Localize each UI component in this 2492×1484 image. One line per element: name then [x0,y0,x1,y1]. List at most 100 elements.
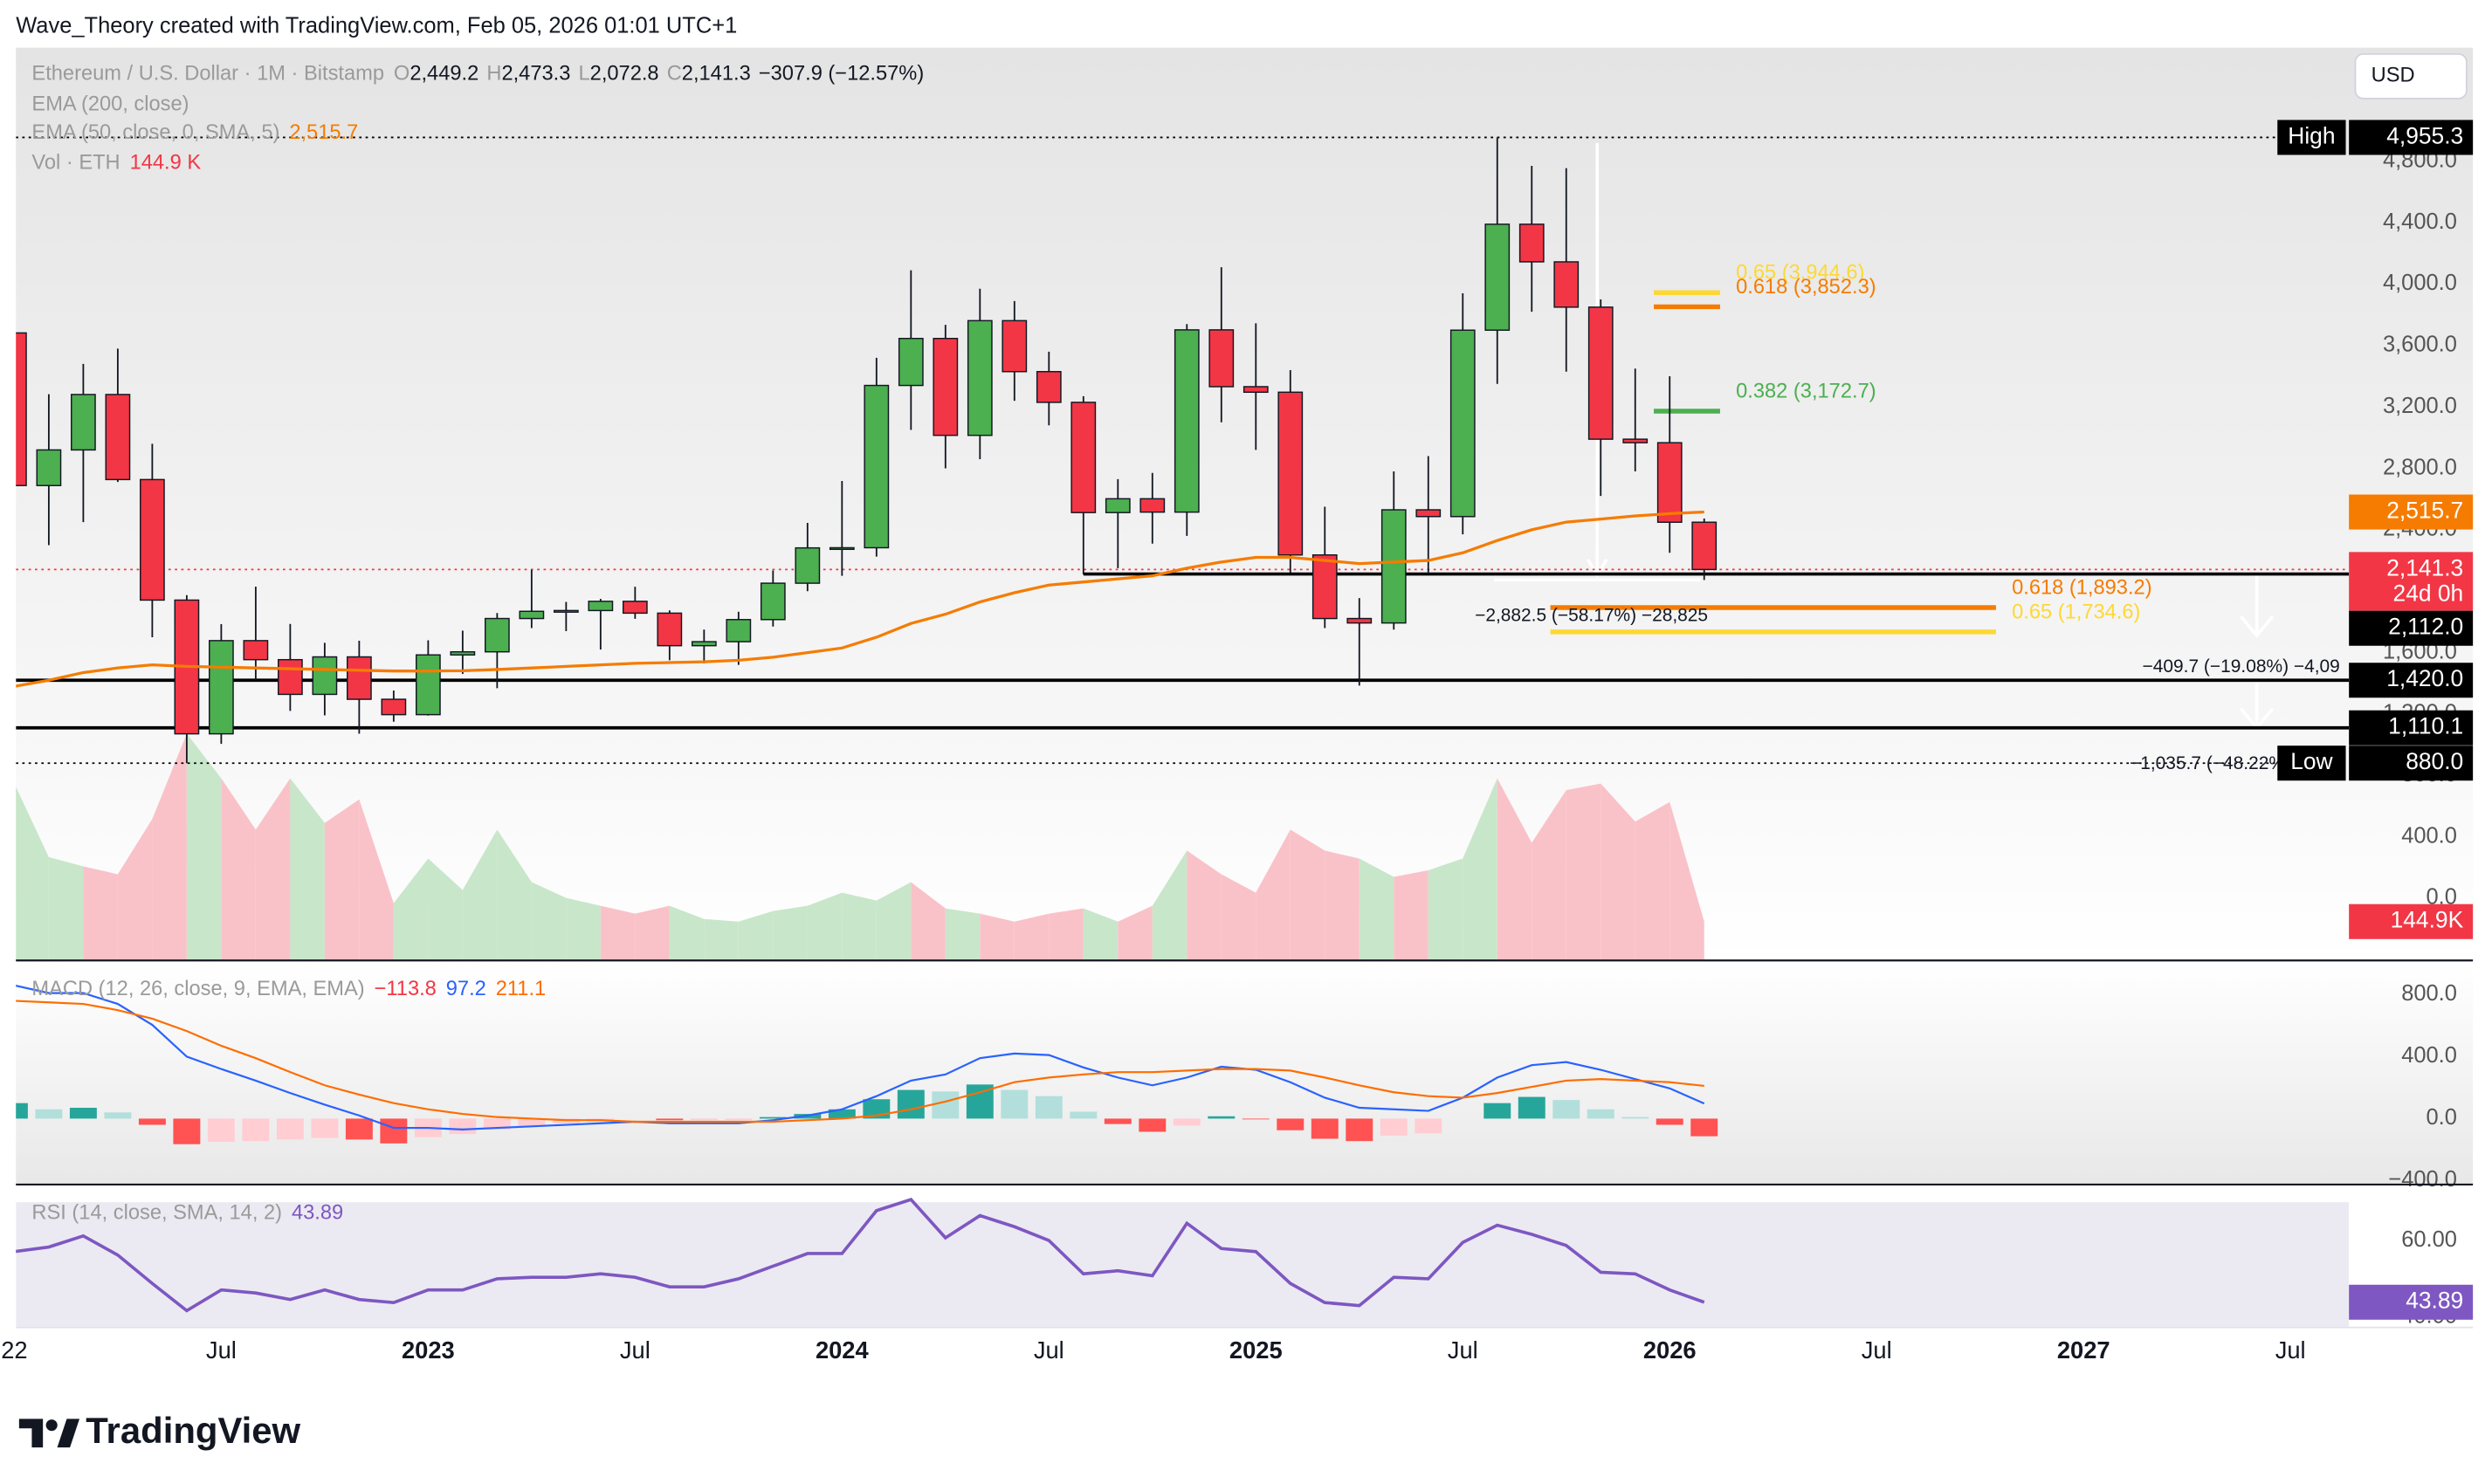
price-label-box [2349,120,2474,155]
currency-button-bg[interactable] [2354,52,2468,100]
price-tag: High [2288,122,2335,148]
macd-histogram-bar [1621,1116,1649,1119]
volume-area [635,905,670,960]
candle-body [760,582,786,621]
candle-body [1105,498,1131,513]
countdown-label: 24d 0h [2393,580,2464,606]
x-tick-label: 2024 [816,1336,870,1364]
vol-name: Vol · ETH [31,152,120,175]
candle-body [1415,509,1442,518]
candle-body [657,612,683,647]
ohlc-key: C [667,63,682,86]
macd-histogram-bar [345,1118,373,1140]
volume-area [773,905,808,960]
macd-histogram-bar [932,1091,960,1119]
macd-histogram-bar [138,1118,166,1125]
macd-pane [16,962,2474,1184]
time-axis [16,1326,2474,1375]
ohlc-value: 2,141.3 [682,63,751,86]
volume-area [1083,908,1119,960]
candle-body [1656,442,1683,523]
volume-area [16,787,49,960]
measure-label: −2,882.5 (−58.17%) −28,825 [1475,606,1708,626]
vol-value: 144.9 K [130,152,202,175]
price-pane [16,47,2474,960]
volume-area [1359,858,1394,960]
macd-histogram-bar [1518,1096,1545,1119]
candle-body [1243,386,1269,394]
price-label: 880.0 [2406,748,2463,774]
candle-body [864,384,890,549]
candle-body [381,698,407,716]
x-tick-label: 2023 [402,1336,455,1364]
measure-label: −409.7 (−19.08%) −4,09 [2143,656,2340,677]
ema50-value: 2,515.7 [289,121,358,144]
currency[interactable]: USD [2372,65,2415,87]
ohlc-key: L [578,63,589,86]
candle-body [1174,329,1200,513]
symbol-legend: Ethereum / U.S. Dollar · 1M · Bitstamp O2… [31,63,924,86]
macd-legend: MACD (12, 26, close, 9, EMA, EMA) −113.8 9… [31,978,546,1000]
volume-area [428,858,463,960]
volume-area [324,799,360,960]
x-tick-label: Jul [1034,1336,1064,1364]
volume-area [221,778,256,960]
volume-area [1532,790,1566,960]
volume-area [1428,858,1463,960]
macd-line [16,985,1705,1130]
fib-label: 0.618 (3,852.3) [1736,276,1876,299]
candle-body [588,601,614,612]
x-tick-label: Jul [206,1336,237,1364]
volume-area [531,882,567,960]
macd-tick-label: 0.0 [2427,1105,2457,1130]
ohlc-value: 2,449.2 [410,63,478,86]
macd-histogram-bar [1311,1118,1339,1139]
x-tick-label: 2027 [2057,1336,2110,1364]
candle-body [243,640,269,661]
axis-layer: 22 Jul 2023 Jul 2024 Jul 2025 Jul 2026 Jul 2027 Jul… [1,120,2474,1364]
x-tick-label: 2025 [1229,1336,1283,1364]
price-label-box [2349,610,2474,646]
volume-area [255,778,291,960]
x-tick-label: Jul [1448,1336,1478,1364]
macd-histogram-bar [897,1089,925,1119]
candle-body [1380,509,1407,624]
macd-histogram-bar [1690,1118,1718,1137]
volume-area [152,733,187,960]
candle-body [450,650,476,656]
price-label: 1,420.0 [2386,665,2463,691]
ohlc-value: 2,473.3 [501,63,570,86]
volume-area [669,905,705,960]
candle-body [1587,306,1614,440]
candle-body [1139,498,1166,513]
volume-area [807,892,843,960]
macd-histogram-bar [1552,1100,1580,1119]
rsi-name: RSI (14, close, SMA, 14, 2) [31,1202,282,1225]
currency-button[interactable]: USD [2354,52,2468,100]
rsi-band [16,1202,2350,1327]
volume-area [738,910,774,960]
candle-body [1691,521,1718,571]
macd-histogram-bar [656,1118,684,1121]
ema200-legend: EMA (200, close) [31,93,189,115]
volume-label: 144.9K [2391,907,2464,933]
macd-layer [16,985,1718,1144]
x-tick-label: 22 [1,1336,27,1364]
price-label: 2,515.7 [2386,498,2463,524]
ema50-legend: EMA (50, close, 0, SMA, 5) 2,515.7 [31,121,358,144]
price-label-box [2349,663,2474,698]
volume-area [1221,874,1256,960]
header: Wave_Theory created with TradingView.com… [16,14,737,38]
rsi-tick-label: 60.00 [2401,1227,2457,1252]
macd-histogram-bar [1277,1118,1305,1130]
logo-mark [18,1419,44,1448]
macd-histogram-bar [69,1107,97,1119]
brand: TradingView [86,1410,300,1451]
price-label-box [2349,494,2474,530]
measure-label: −1,035.7 (−48.22%) [2130,753,2291,773]
fib-label: 0.65 (3,944.6) [1736,262,1864,285]
x-tick-label: Jul [620,1336,651,1364]
candle-body [553,609,579,613]
y-tick-label: 3,600.0 [2383,333,2457,357]
macd-tick-label: −400.0 [2388,1167,2457,1192]
